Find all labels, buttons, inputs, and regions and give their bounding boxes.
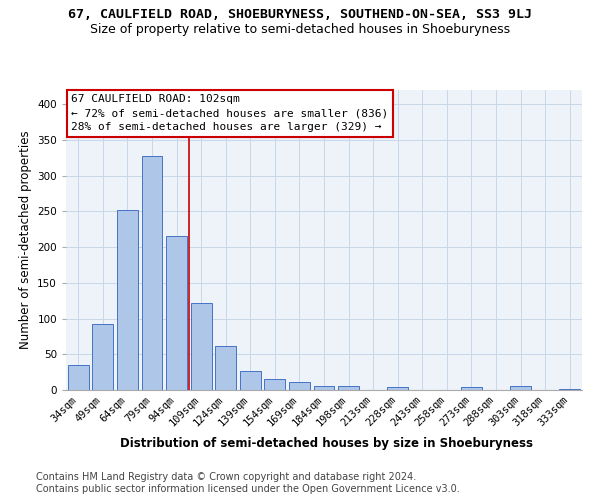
Bar <box>191 303 212 390</box>
Bar <box>166 236 187 390</box>
Bar <box>289 382 310 390</box>
Bar <box>68 365 89 390</box>
Y-axis label: Number of semi-detached properties: Number of semi-detached properties <box>19 130 32 350</box>
Bar <box>387 387 408 390</box>
Bar <box>92 324 113 390</box>
Bar <box>559 388 580 390</box>
Bar <box>117 210 138 390</box>
Text: Contains HM Land Registry data © Crown copyright and database right 2024.: Contains HM Land Registry data © Crown c… <box>36 472 416 482</box>
Bar <box>142 156 163 390</box>
Bar <box>338 386 359 390</box>
Text: 67, CAULFIELD ROAD, SHOEBURYNESS, SOUTHEND-ON-SEA, SS3 9LJ: 67, CAULFIELD ROAD, SHOEBURYNESS, SOUTHE… <box>68 8 532 20</box>
Text: Size of property relative to semi-detached houses in Shoeburyness: Size of property relative to semi-detach… <box>90 22 510 36</box>
Bar <box>510 386 531 390</box>
Bar <box>215 346 236 390</box>
Text: Distribution of semi-detached houses by size in Shoeburyness: Distribution of semi-detached houses by … <box>121 438 533 450</box>
Bar <box>240 370 261 390</box>
Bar <box>265 378 286 390</box>
Bar <box>461 387 482 390</box>
Text: 67 CAULFIELD ROAD: 102sqm
← 72% of semi-detached houses are smaller (836)
28% of: 67 CAULFIELD ROAD: 102sqm ← 72% of semi-… <box>71 94 388 132</box>
Bar <box>314 386 334 390</box>
Text: Contains public sector information licensed under the Open Government Licence v3: Contains public sector information licen… <box>36 484 460 494</box>
